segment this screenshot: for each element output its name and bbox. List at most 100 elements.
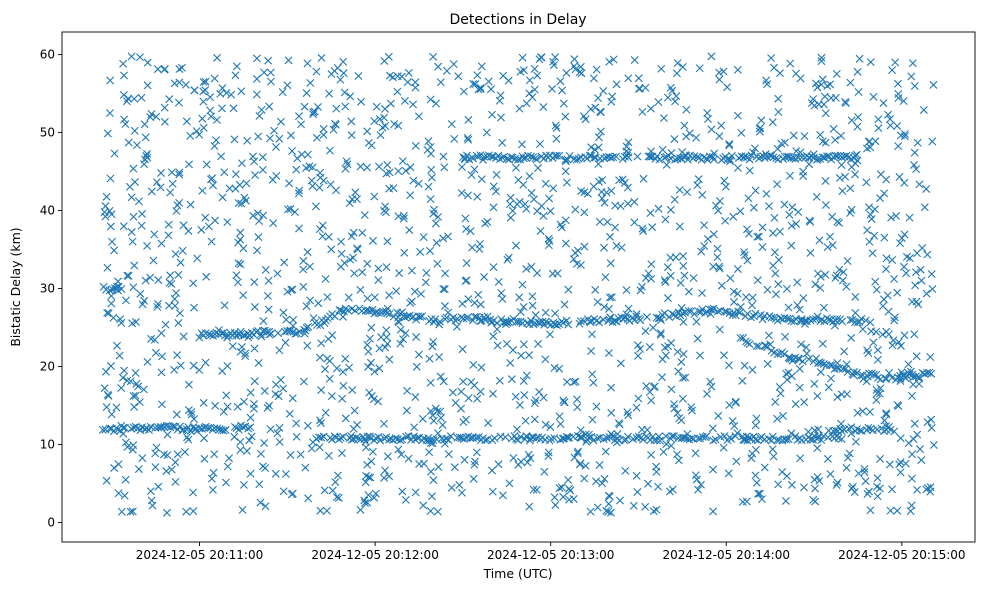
detection-point xyxy=(323,354,332,363)
detection-point xyxy=(753,276,762,285)
detection-point xyxy=(119,222,128,231)
detection-point xyxy=(534,164,542,173)
detection-point xyxy=(182,507,191,516)
detection-point xyxy=(134,197,143,206)
detection-point xyxy=(292,432,301,441)
detection-point xyxy=(660,343,669,352)
detection-point xyxy=(660,276,669,285)
detection-point xyxy=(220,168,229,177)
detection-point xyxy=(425,448,434,457)
detection-point xyxy=(712,201,721,210)
detection-point xyxy=(460,455,469,464)
detection-point xyxy=(418,312,427,321)
detection-point xyxy=(345,199,354,208)
detection-point xyxy=(306,78,315,87)
detection-point xyxy=(809,315,818,324)
detection-point xyxy=(334,493,343,502)
detection-point xyxy=(767,152,776,161)
detection-point xyxy=(816,272,825,281)
detection-point xyxy=(412,362,421,371)
detection-point xyxy=(273,329,282,338)
detection-point xyxy=(134,465,143,474)
detection-point xyxy=(846,78,855,87)
detection-point xyxy=(879,295,888,304)
detection-point xyxy=(690,309,699,318)
detection-point xyxy=(243,136,252,145)
detection-point xyxy=(199,77,208,86)
detection-point xyxy=(773,144,782,153)
detection-point xyxy=(519,303,528,312)
detection-point xyxy=(683,155,692,164)
detection-point xyxy=(590,145,599,154)
detection-point xyxy=(121,296,130,305)
detection-point xyxy=(164,231,173,240)
detection-point xyxy=(471,457,479,466)
detection-point xyxy=(407,266,416,275)
detection-point xyxy=(800,398,809,407)
detection-point xyxy=(239,480,248,489)
detection-point xyxy=(130,402,139,411)
detection-point xyxy=(819,303,828,312)
y-tick-label: 10 xyxy=(40,438,55,452)
detection-point xyxy=(484,77,493,86)
y-tick-label: 0 xyxy=(47,516,55,530)
detection-point xyxy=(217,152,226,161)
detection-point xyxy=(487,85,496,94)
detection-point xyxy=(839,268,848,277)
detection-point xyxy=(900,130,909,139)
detection-point xyxy=(174,98,183,107)
detection-point xyxy=(236,327,245,336)
detection-point xyxy=(464,394,473,403)
detection-point xyxy=(301,463,310,472)
detection-point xyxy=(389,184,398,193)
detection-point xyxy=(260,438,269,447)
detection-point xyxy=(480,152,489,161)
detection-point xyxy=(694,175,703,184)
detection-point xyxy=(880,189,889,198)
detection-point xyxy=(854,88,863,97)
detection-point xyxy=(184,380,193,389)
detection-point xyxy=(341,164,350,173)
detection-point xyxy=(405,226,414,235)
detection-point xyxy=(650,382,659,391)
detection-point xyxy=(163,451,172,460)
detection-point xyxy=(338,312,347,321)
detection-point xyxy=(515,104,524,113)
detection-point xyxy=(190,303,199,312)
detection-point xyxy=(457,163,466,172)
detection-point xyxy=(508,153,517,162)
detection-point xyxy=(401,495,410,504)
detection-point xyxy=(885,368,894,377)
detection-point xyxy=(907,474,916,483)
detection-point xyxy=(401,313,410,322)
detection-point xyxy=(813,444,822,453)
detection-point xyxy=(821,177,830,186)
detection-point xyxy=(772,154,781,163)
detection-point xyxy=(122,97,131,106)
detection-point xyxy=(426,438,435,447)
detection-point xyxy=(462,259,471,268)
detection-point xyxy=(607,186,616,195)
detection-point xyxy=(250,157,259,166)
detection-point xyxy=(920,203,929,212)
detection-point xyxy=(406,191,415,200)
detection-point xyxy=(231,184,240,193)
detection-point xyxy=(518,53,527,62)
detection-point xyxy=(425,246,434,255)
detection-point xyxy=(442,434,451,443)
detection-point xyxy=(853,408,862,417)
detection-point xyxy=(411,393,420,402)
detection-point xyxy=(287,490,296,499)
detection-point xyxy=(573,449,582,458)
detection-point xyxy=(394,167,403,176)
detection-point xyxy=(250,278,259,287)
detection-point xyxy=(668,309,677,318)
detection-point xyxy=(466,434,475,442)
detection-point xyxy=(873,492,882,501)
detection-point xyxy=(285,409,294,418)
detection-point xyxy=(316,168,325,177)
detection-point xyxy=(310,107,319,116)
detection-point xyxy=(866,210,875,219)
detection-point xyxy=(299,256,308,265)
